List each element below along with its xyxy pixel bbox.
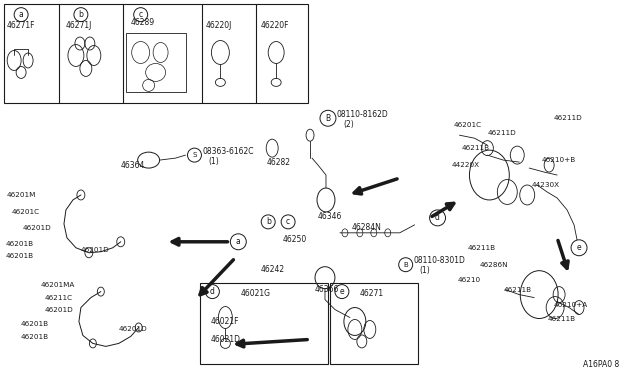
Text: 46364: 46364 bbox=[121, 161, 145, 170]
Text: A16PA0 8: A16PA0 8 bbox=[582, 360, 619, 369]
Circle shape bbox=[399, 258, 413, 272]
Circle shape bbox=[205, 285, 220, 299]
Text: c: c bbox=[286, 217, 290, 227]
Text: 08110-8301D: 08110-8301D bbox=[413, 256, 465, 265]
Text: 46201M: 46201M bbox=[6, 192, 36, 198]
Text: 08363-6162C: 08363-6162C bbox=[202, 147, 254, 155]
Text: S: S bbox=[192, 152, 196, 158]
Circle shape bbox=[320, 110, 336, 126]
Text: 46242: 46242 bbox=[260, 265, 284, 274]
Circle shape bbox=[571, 240, 587, 256]
Text: (1): (1) bbox=[209, 157, 219, 166]
Circle shape bbox=[14, 8, 28, 22]
Text: (2): (2) bbox=[343, 120, 354, 129]
Text: 46271F: 46271F bbox=[6, 21, 35, 30]
Text: 46210+B: 46210+B bbox=[541, 157, 575, 163]
Text: e: e bbox=[577, 243, 581, 252]
Text: 46282: 46282 bbox=[266, 158, 290, 167]
Text: 46021G: 46021G bbox=[240, 289, 270, 298]
Text: a: a bbox=[19, 10, 24, 19]
Text: b: b bbox=[266, 217, 271, 227]
Text: 46201B: 46201B bbox=[5, 253, 33, 259]
Text: 46201B: 46201B bbox=[21, 334, 49, 340]
Text: 46201D: 46201D bbox=[81, 247, 109, 253]
Bar bbox=[4, 4, 308, 103]
Circle shape bbox=[429, 210, 445, 226]
Circle shape bbox=[335, 285, 349, 299]
Text: 46289: 46289 bbox=[131, 18, 155, 27]
Text: 44220X: 44220X bbox=[451, 162, 479, 168]
Circle shape bbox=[134, 8, 148, 22]
Text: 46201C: 46201C bbox=[11, 209, 39, 215]
Text: 46211B: 46211B bbox=[467, 245, 495, 251]
Text: 46250: 46250 bbox=[282, 235, 307, 244]
Text: 46210: 46210 bbox=[458, 277, 481, 283]
Text: 46021D: 46021D bbox=[211, 335, 241, 344]
Text: 46211D: 46211D bbox=[488, 130, 516, 136]
Text: d: d bbox=[210, 287, 215, 296]
Text: 46271J: 46271J bbox=[66, 21, 92, 30]
Text: B: B bbox=[325, 114, 330, 123]
Text: (1): (1) bbox=[420, 266, 430, 275]
Text: 46366: 46366 bbox=[315, 285, 339, 294]
Text: 46211B: 46211B bbox=[547, 317, 575, 323]
Text: e: e bbox=[340, 287, 344, 296]
Bar bbox=[330, 283, 418, 364]
Text: 46021F: 46021F bbox=[211, 317, 239, 326]
Text: a: a bbox=[236, 237, 241, 246]
Text: 46201C: 46201C bbox=[454, 122, 482, 128]
Text: 46211D: 46211D bbox=[554, 115, 583, 121]
Text: 46271: 46271 bbox=[360, 289, 384, 298]
Text: 46201D: 46201D bbox=[45, 307, 74, 312]
Text: 46201B: 46201B bbox=[21, 321, 49, 327]
Text: 46284N: 46284N bbox=[352, 223, 381, 232]
Text: 46286N: 46286N bbox=[479, 262, 508, 268]
Text: 46346: 46346 bbox=[318, 212, 342, 221]
Text: 44230X: 44230X bbox=[531, 182, 559, 188]
Text: 46201D: 46201D bbox=[23, 225, 52, 231]
Text: B: B bbox=[403, 262, 408, 268]
Text: 46220F: 46220F bbox=[261, 21, 289, 30]
Text: 46211B: 46211B bbox=[461, 145, 490, 151]
Text: 46220J: 46220J bbox=[205, 21, 232, 30]
Text: 46210+A: 46210+A bbox=[554, 302, 588, 308]
Circle shape bbox=[188, 148, 202, 162]
Circle shape bbox=[261, 215, 275, 229]
Bar bbox=[200, 283, 328, 364]
Bar bbox=[125, 33, 186, 92]
Circle shape bbox=[281, 215, 295, 229]
Text: 46201B: 46201B bbox=[5, 241, 33, 247]
Circle shape bbox=[74, 8, 88, 22]
Text: c: c bbox=[139, 10, 143, 19]
Text: 46201MA: 46201MA bbox=[41, 282, 76, 288]
Text: 46201D: 46201D bbox=[119, 327, 147, 333]
Text: b: b bbox=[79, 10, 83, 19]
Circle shape bbox=[230, 234, 246, 250]
Text: 08110-8162D: 08110-8162D bbox=[337, 110, 388, 119]
Text: d: d bbox=[435, 214, 440, 222]
Text: 46211B: 46211B bbox=[503, 286, 531, 293]
Text: 46211C: 46211C bbox=[45, 295, 73, 301]
